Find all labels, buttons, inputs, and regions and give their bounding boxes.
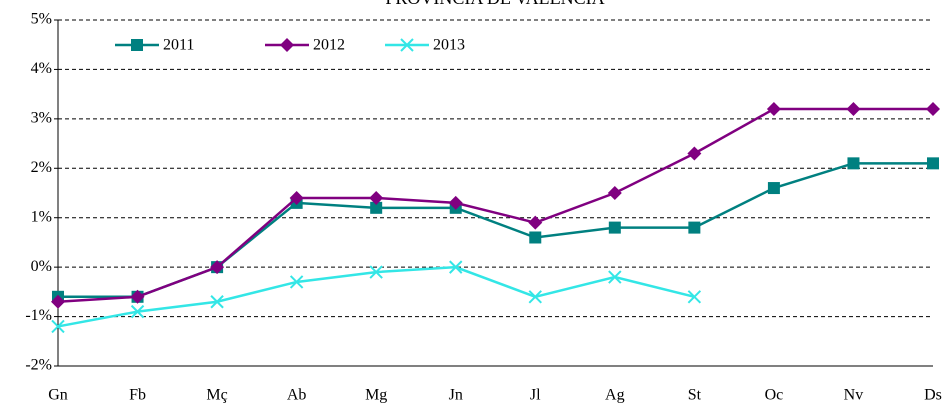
marker (528, 290, 542, 304)
marker (688, 221, 701, 234)
y-tick-label: 5% (31, 11, 52, 28)
marker (51, 294, 65, 309)
x-tick-label: Mg (365, 387, 387, 404)
marker (130, 289, 145, 304)
marker (131, 39, 143, 51)
legend-label: 2011 (163, 37, 194, 54)
legend-label: 2013 (433, 37, 465, 54)
x-tick-label: Oc (765, 387, 784, 404)
marker (608, 270, 622, 284)
marker (51, 319, 65, 334)
marker (687, 290, 702, 304)
y-tick-label: 3% (31, 110, 52, 127)
chart-title: PROVINCIA DE VALENCIA (385, 0, 604, 8)
y-tick-label: 1% (31, 208, 52, 225)
y-tick-label: -2% (25, 357, 52, 374)
y-tick-label: -1% (25, 307, 52, 324)
marker (449, 260, 463, 274)
marker (926, 101, 940, 116)
y-tick-label: 4% (31, 60, 52, 77)
series-line (57, 265, 695, 328)
marker (210, 295, 224, 309)
marker (210, 260, 225, 275)
x-tick-label: St (688, 387, 702, 404)
legend-label: 2012 (313, 37, 345, 54)
x-tick-label: Ag (605, 387, 625, 404)
marker (448, 195, 463, 210)
marker (927, 157, 939, 170)
marker (400, 38, 414, 52)
marker (280, 38, 294, 52)
y-tick-label: 0% (31, 258, 52, 275)
marker (846, 101, 861, 116)
x-tick-label: Gn (48, 387, 68, 404)
marker (370, 201, 383, 214)
x-tick-label: Jn (449, 387, 463, 404)
marker (687, 146, 702, 161)
x-tick-label: Nv (844, 387, 864, 404)
marker (528, 215, 543, 230)
x-tick-label: Mç (206, 387, 227, 404)
marker (289, 190, 304, 205)
marker (130, 304, 145, 319)
x-tick-label: Ab (287, 387, 307, 404)
y-tick-label: 2% (31, 159, 52, 176)
marker (369, 265, 383, 279)
marker (766, 101, 781, 116)
x-tick-label: Jl (530, 387, 541, 404)
x-tick-label: Fb (129, 387, 146, 404)
series-line (57, 107, 933, 303)
x-tick-label: Ds (924, 387, 942, 404)
marker (767, 182, 780, 195)
marker (369, 190, 384, 205)
marker (847, 157, 860, 170)
marker (289, 275, 304, 289)
marker (529, 231, 542, 244)
marker (607, 186, 622, 200)
marker (608, 221, 621, 234)
